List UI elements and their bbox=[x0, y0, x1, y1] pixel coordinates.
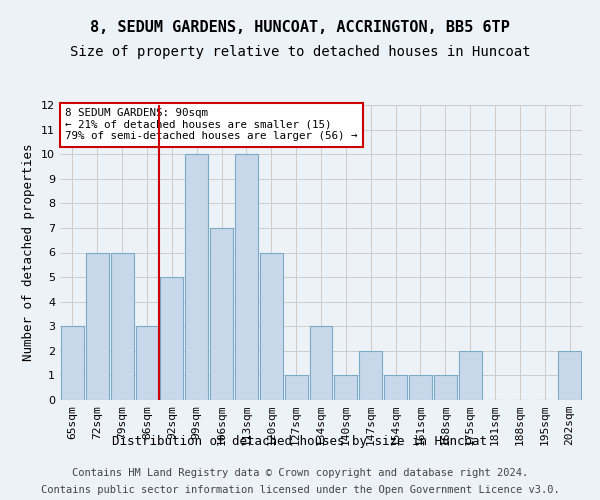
Bar bbox=[434, 376, 457, 400]
Bar bbox=[86, 252, 109, 400]
Bar bbox=[459, 351, 482, 400]
Y-axis label: Number of detached properties: Number of detached properties bbox=[22, 144, 35, 361]
Bar bbox=[260, 252, 283, 400]
Bar bbox=[334, 376, 357, 400]
Bar bbox=[210, 228, 233, 400]
Bar bbox=[185, 154, 208, 400]
Text: 8, SEDUM GARDENS, HUNCOAT, ACCRINGTON, BB5 6TP: 8, SEDUM GARDENS, HUNCOAT, ACCRINGTON, B… bbox=[90, 20, 510, 35]
Text: Contains HM Land Registry data © Crown copyright and database right 2024.: Contains HM Land Registry data © Crown c… bbox=[72, 468, 528, 478]
Bar bbox=[235, 154, 258, 400]
Text: 8 SEDUM GARDENS: 90sqm
← 21% of detached houses are smaller (15)
79% of semi-det: 8 SEDUM GARDENS: 90sqm ← 21% of detached… bbox=[65, 108, 358, 141]
Bar bbox=[409, 376, 432, 400]
Bar bbox=[160, 277, 183, 400]
Bar bbox=[558, 351, 581, 400]
Text: Size of property relative to detached houses in Huncoat: Size of property relative to detached ho… bbox=[70, 45, 530, 59]
Bar bbox=[136, 326, 158, 400]
Bar bbox=[61, 326, 84, 400]
Bar bbox=[310, 326, 332, 400]
Text: Contains public sector information licensed under the Open Government Licence v3: Contains public sector information licen… bbox=[41, 485, 559, 495]
Bar bbox=[285, 376, 308, 400]
Bar bbox=[359, 351, 382, 400]
Bar bbox=[384, 376, 407, 400]
Bar bbox=[111, 252, 134, 400]
Text: Distribution of detached houses by size in Huncoat: Distribution of detached houses by size … bbox=[113, 435, 487, 448]
